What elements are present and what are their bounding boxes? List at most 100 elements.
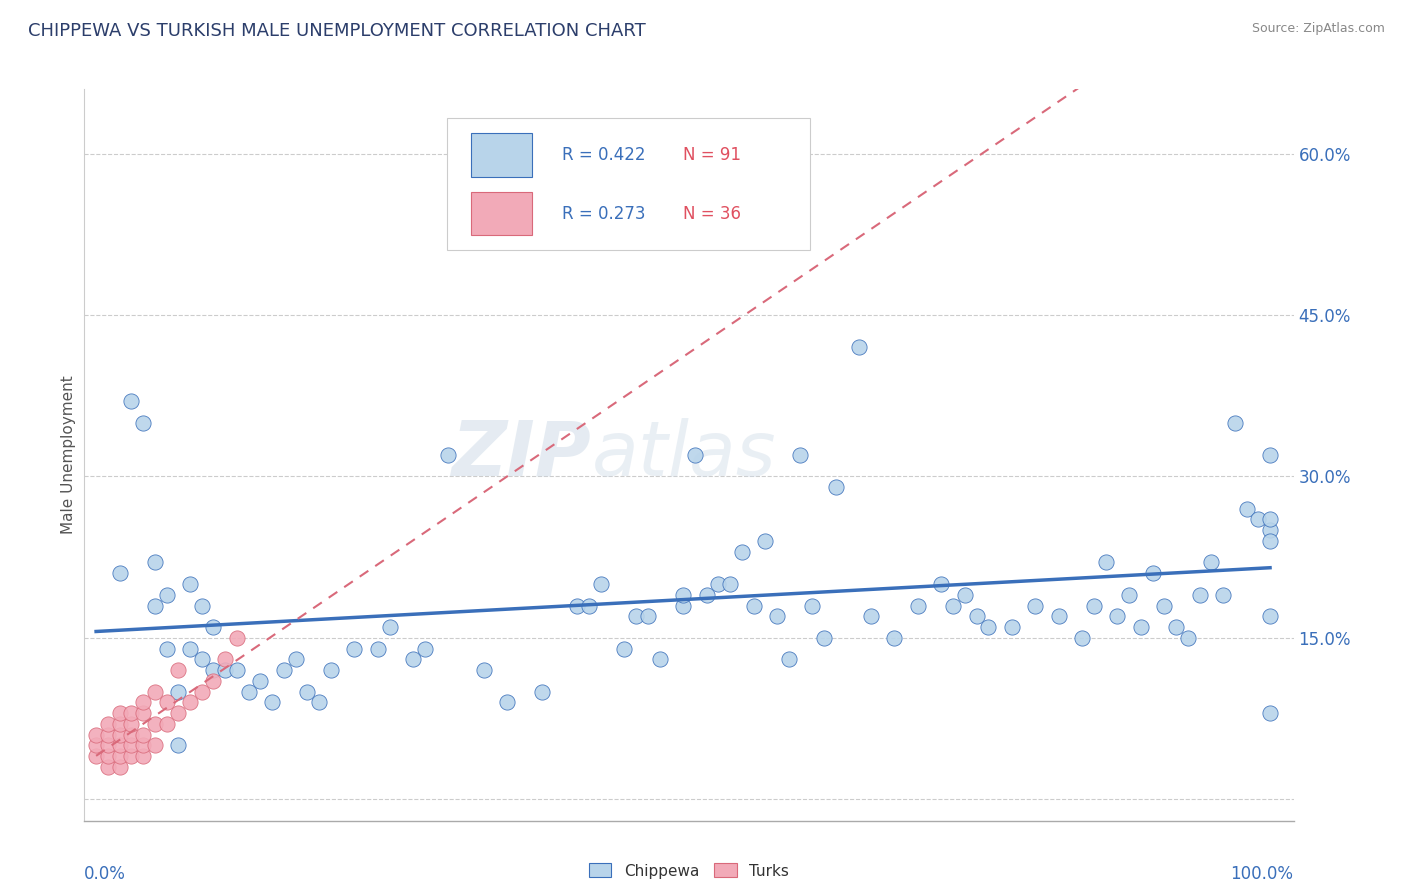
Point — [108, 739, 131, 753]
Point — [718, 577, 741, 591]
Point — [437, 448, 460, 462]
Point — [167, 684, 190, 698]
Point — [190, 684, 212, 698]
Point — [1166, 620, 1188, 634]
Point — [883, 631, 905, 645]
Point — [1236, 501, 1258, 516]
Text: R = 0.422: R = 0.422 — [562, 146, 645, 164]
Point — [413, 641, 436, 656]
Point — [1223, 416, 1246, 430]
Point — [120, 716, 142, 731]
Point — [1188, 588, 1211, 602]
Point — [120, 749, 142, 764]
Point — [132, 695, 155, 709]
Point — [132, 739, 155, 753]
Point — [155, 588, 177, 602]
Point — [707, 577, 730, 591]
Point — [554, 233, 576, 247]
Point — [567, 599, 589, 613]
Point — [1258, 448, 1281, 462]
Point — [637, 609, 659, 624]
Point — [1129, 620, 1152, 634]
Point — [97, 739, 120, 753]
Point — [97, 716, 120, 731]
Point — [84, 728, 107, 742]
Point — [859, 609, 882, 624]
Point — [84, 739, 107, 753]
Point — [766, 609, 789, 624]
Point — [108, 706, 131, 720]
Point — [789, 448, 811, 462]
Point — [143, 556, 166, 570]
Point — [273, 663, 295, 677]
Point — [226, 663, 249, 677]
FancyBboxPatch shape — [447, 119, 810, 250]
Point — [1258, 533, 1281, 548]
Point — [977, 620, 1000, 634]
Point — [108, 728, 131, 742]
Point — [1258, 706, 1281, 720]
Point — [226, 631, 249, 645]
Point — [589, 577, 612, 591]
Point — [132, 416, 155, 430]
Text: N = 91: N = 91 — [683, 146, 741, 164]
Text: ZIP: ZIP — [453, 418, 592, 491]
Point — [801, 599, 824, 613]
Point — [120, 739, 142, 753]
Point — [143, 716, 166, 731]
Point — [1258, 512, 1281, 526]
Point — [1047, 609, 1070, 624]
Point — [155, 695, 177, 709]
Point — [1153, 599, 1175, 613]
FancyBboxPatch shape — [471, 133, 531, 177]
Point — [179, 695, 201, 709]
Point — [343, 641, 366, 656]
Point — [132, 728, 155, 742]
Point — [132, 749, 155, 764]
Point — [108, 760, 131, 774]
Point — [84, 749, 107, 764]
Point — [143, 599, 166, 613]
Legend: Chippewa, Turks: Chippewa, Turks — [581, 855, 797, 886]
Point — [167, 663, 190, 677]
Point — [1083, 599, 1105, 613]
Point — [731, 545, 754, 559]
Point — [1212, 588, 1234, 602]
Point — [953, 588, 976, 602]
Point — [262, 695, 284, 709]
Point — [672, 588, 695, 602]
Y-axis label: Male Unemployment: Male Unemployment — [60, 376, 76, 534]
Text: 0.0%: 0.0% — [84, 864, 127, 882]
Point — [942, 599, 965, 613]
Point — [966, 609, 988, 624]
Point — [179, 641, 201, 656]
Point — [496, 695, 519, 709]
Point — [1142, 566, 1164, 581]
Point — [696, 588, 718, 602]
Point — [1201, 556, 1223, 570]
Point — [308, 695, 330, 709]
Point — [907, 599, 929, 613]
Point — [367, 641, 389, 656]
Point — [202, 620, 225, 634]
Point — [1118, 588, 1140, 602]
Point — [190, 599, 212, 613]
Point — [531, 684, 554, 698]
Point — [402, 652, 425, 666]
Text: N = 36: N = 36 — [683, 204, 741, 222]
Point — [378, 620, 401, 634]
Point — [108, 716, 131, 731]
Point — [1024, 599, 1046, 613]
Point — [683, 448, 706, 462]
Point — [931, 577, 953, 591]
Point — [1107, 609, 1129, 624]
Text: Source: ZipAtlas.com: Source: ZipAtlas.com — [1251, 22, 1385, 36]
FancyBboxPatch shape — [471, 192, 531, 235]
Point — [472, 663, 495, 677]
Point — [120, 728, 142, 742]
Point — [672, 599, 695, 613]
Point — [120, 394, 142, 409]
Text: CHIPPEWA VS TURKISH MALE UNEMPLOYMENT CORRELATION CHART: CHIPPEWA VS TURKISH MALE UNEMPLOYMENT CO… — [28, 22, 645, 40]
Point — [742, 599, 765, 613]
Point — [848, 340, 870, 354]
